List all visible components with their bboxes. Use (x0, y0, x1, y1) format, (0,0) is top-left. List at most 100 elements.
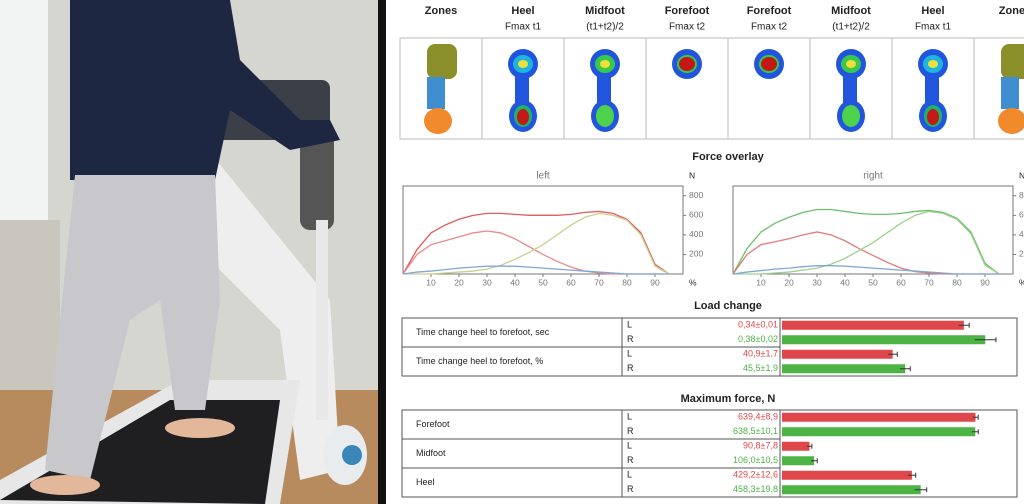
zone-subtitle: (t1+t2)/2 (586, 22, 624, 33)
x-tick-label: 40 (510, 277, 520, 287)
value-label: 40,9±1,7 (743, 349, 778, 359)
x-unit: % (1019, 277, 1024, 287)
bar (782, 485, 921, 495)
row-label: Midfoot (416, 448, 446, 458)
value-label: 90,8±7,8 (743, 441, 778, 451)
value-label: 638,5±10,1 (733, 426, 778, 436)
value-label: 429,2±12,6 (733, 470, 778, 480)
force-line (732, 265, 999, 275)
y-unit: N (689, 170, 695, 180)
x-tick-label: 90 (980, 277, 990, 287)
bar (782, 441, 810, 451)
zone-title: Forefoot (747, 5, 792, 17)
zones-panel (399, 37, 1024, 140)
bar (782, 364, 906, 374)
foot-fore-core (518, 60, 528, 68)
x-unit: % (689, 277, 697, 287)
y-tick-label: 600 (689, 210, 703, 220)
zone-subtitle: (t1+t2)/2 (832, 22, 870, 33)
y-tick-label: 800 (689, 190, 703, 200)
bar (782, 470, 912, 480)
zone-heel (424, 108, 452, 134)
zone-title: Forefoot (665, 5, 710, 17)
x-tick-label: 70 (924, 277, 934, 287)
foot-mid (925, 70, 939, 110)
y-tick-label: 200 (1019, 249, 1024, 259)
foot-mid (843, 70, 857, 110)
zone-midfoot (427, 77, 445, 109)
zone-subtitle: Fmax t2 (669, 22, 706, 33)
y-tick-label: 400 (1019, 229, 1024, 239)
x-tick-label: 80 (622, 277, 632, 287)
force-line (732, 208, 1000, 275)
force-line (402, 210, 670, 275)
value-label: 0,38±0,02 (738, 334, 778, 344)
y-tick-label: 800 (1019, 190, 1024, 200)
foot-mid (597, 70, 611, 110)
zone-title: Heel (511, 5, 534, 17)
zone-subtitle: Fmax t1 (505, 22, 542, 33)
x-tick-label: 30 (812, 277, 822, 287)
zone-title: Midfoot (585, 5, 625, 17)
photo (0, 0, 386, 504)
x-tick-label: 60 (896, 277, 906, 287)
row-label: Time change heel to forefoot, sec (416, 327, 550, 337)
zone-heel (998, 108, 1024, 134)
x-tick-label: 20 (454, 277, 464, 287)
foot-fore-core (679, 57, 695, 71)
bar (782, 320, 964, 330)
side-label: L (627, 320, 632, 330)
chart-title: right (863, 171, 883, 182)
x-tick-label: 10 (426, 277, 436, 287)
side-label: R (627, 363, 634, 373)
zone-subtitle: Fmax t2 (751, 22, 788, 33)
force-line (403, 212, 670, 275)
side-label: L (627, 349, 632, 359)
bar (782, 427, 976, 437)
x-tick-label: 10 (756, 277, 766, 287)
bar (782, 335, 986, 345)
zone-title: Zones (999, 5, 1024, 17)
zone-title: Midfoot (831, 5, 871, 17)
side-label: L (627, 441, 632, 451)
foot-fore-core (761, 57, 777, 71)
x-tick-label: 80 (952, 277, 962, 287)
table-title: Load change (694, 300, 762, 312)
x-tick-label: 50 (868, 277, 878, 287)
side-label: R (627, 484, 634, 494)
y-tick-label: 600 (1019, 210, 1024, 220)
x-tick-label: 40 (840, 277, 850, 287)
zone-subtitle: Fmax t1 (915, 22, 952, 33)
foot-fore-core (600, 60, 610, 68)
x-tick-label: 60 (566, 277, 576, 287)
zone-title: Zones (425, 5, 457, 17)
chart-title: left (536, 171, 550, 182)
overlay-title: Force overlay (692, 151, 764, 163)
side-label: R (627, 334, 634, 344)
x-tick-label: 70 (594, 277, 604, 287)
side-label: L (627, 412, 632, 422)
bar (782, 456, 815, 466)
foot-fore-core (846, 60, 856, 68)
foot-heel-core (927, 109, 939, 125)
y-tick-label: 400 (689, 229, 703, 239)
x-tick-label: 50 (538, 277, 548, 287)
force-line (402, 265, 669, 275)
zone-forefoot (1001, 44, 1024, 79)
foot-heel-in (842, 105, 860, 127)
table-frame (401, 317, 1018, 377)
value-label: 45,5±1,9 (743, 363, 778, 373)
x-tick-label: 20 (784, 277, 794, 287)
bar (782, 349, 893, 359)
value-label: 0,34±0,01 (738, 320, 778, 330)
foot-mid (515, 70, 529, 110)
row-label: Time change heel to forefoot, % (416, 356, 543, 366)
side-label: L (627, 470, 632, 480)
zone-forefoot (427, 44, 457, 79)
force-line (733, 210, 1000, 275)
y-unit: N (1019, 170, 1024, 180)
zone-title: Heel (921, 5, 944, 17)
x-tick-label: 90 (650, 277, 660, 287)
value-label: 458,3±19,8 (733, 484, 778, 494)
foot-heel-core (517, 109, 529, 125)
